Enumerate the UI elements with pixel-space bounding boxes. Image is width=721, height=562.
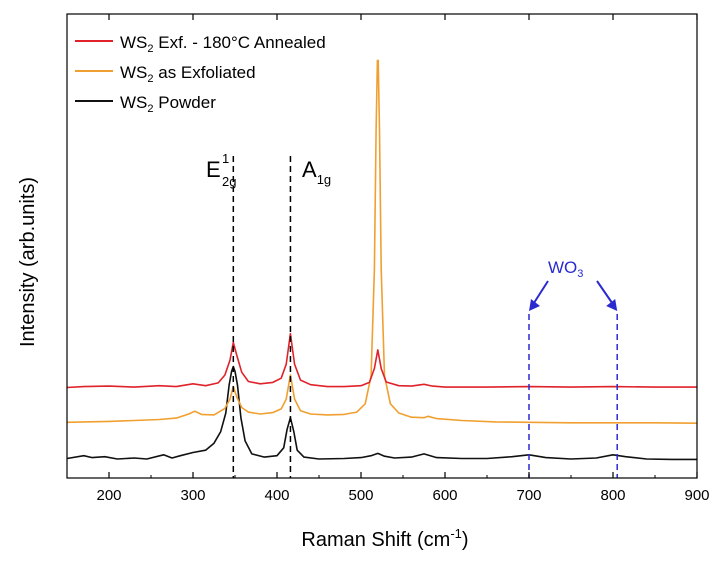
e2g-sub: 2g xyxy=(222,174,236,189)
legend-label-exfoliated: WS2 as Exfoliated xyxy=(120,63,256,85)
wo3-arrowhead-left xyxy=(529,299,540,311)
x-tick-label: 400 xyxy=(264,487,289,504)
series-powder xyxy=(66,365,697,461)
series-exfoliated xyxy=(66,59,698,424)
x-tick-label: 900 xyxy=(684,487,709,504)
plot-frame xyxy=(66,13,698,479)
x-tick-label: 700 xyxy=(516,487,541,504)
wo3-arrowhead-right xyxy=(606,299,618,311)
x-tick-label: 600 xyxy=(432,487,457,504)
x-axis-title: Raman Shift (cm-1) xyxy=(301,526,468,551)
e2g-sup: 1 xyxy=(222,151,229,166)
a1g-label: A1g xyxy=(302,157,331,187)
x-tick-label: 800 xyxy=(600,487,625,504)
legend-label-powder: WS2 Powder xyxy=(120,93,216,115)
legend: WS2 Exf. - 180°C Annealed WS2 as Exfolia… xyxy=(75,33,326,115)
wo3-arrow-right xyxy=(596,280,616,307)
x-tick-label: 200 xyxy=(96,487,121,504)
x-tick-label: 300 xyxy=(180,487,205,504)
y-axis-title: Intensity (arb.units) xyxy=(17,177,39,347)
x-tick-label: 500 xyxy=(348,487,373,504)
e2g-label: E xyxy=(206,157,221,182)
legend-label-annealed: WS2 Exf. - 180°C Annealed xyxy=(120,33,326,55)
wo3-arrow-left xyxy=(531,280,549,307)
wo3-label: WO3 xyxy=(548,258,583,280)
series-annealed xyxy=(66,332,697,389)
